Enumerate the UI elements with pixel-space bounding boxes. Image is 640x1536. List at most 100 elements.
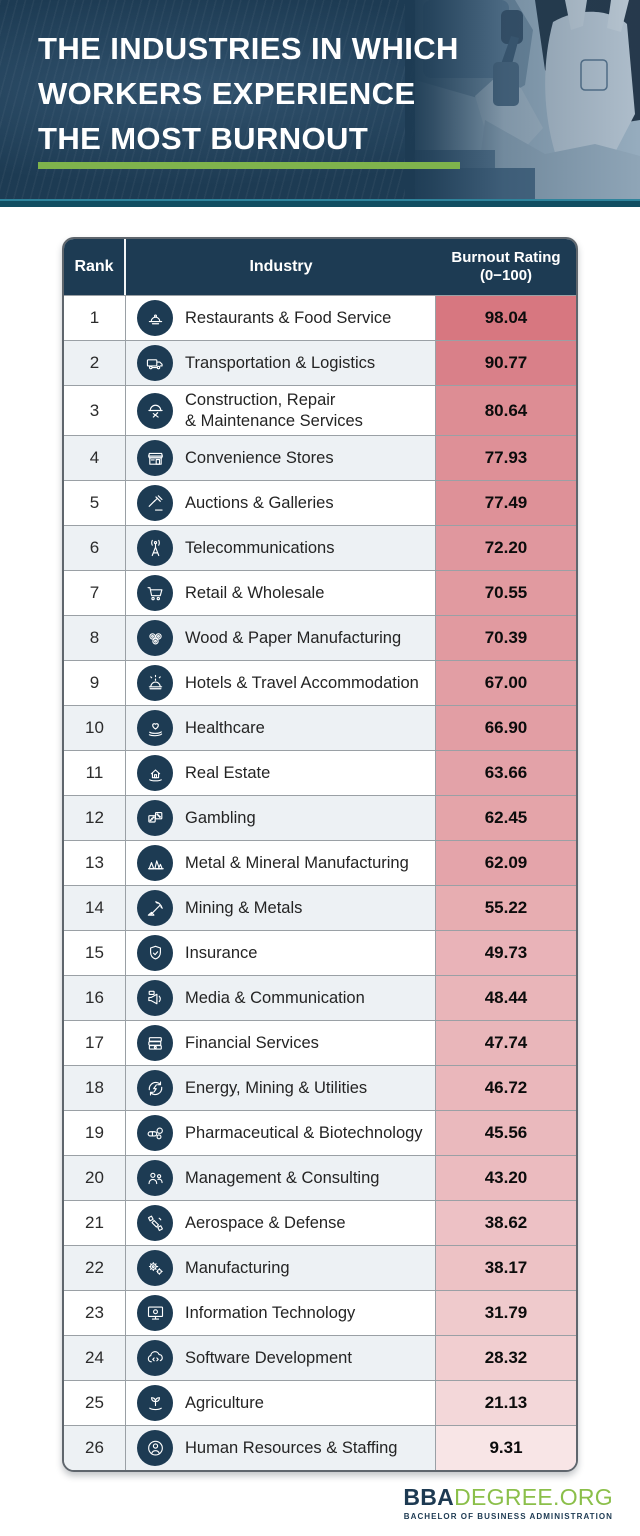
table-row: 5 Auctions & Galleries 77.49 (64, 480, 576, 526)
table-header-row: Rank Industry Burnout Rating (0−100) (64, 239, 576, 295)
rank-cell: 21 (64, 1200, 126, 1246)
table-row: 3 Construction, Repair & Maintenance Ser… (64, 385, 576, 436)
industry-label: Telecommunications (185, 538, 335, 557)
rating-cell: 72.20 (436, 525, 576, 571)
pills-icon (137, 1115, 173, 1152)
gears-icon (137, 1250, 173, 1287)
rating-header-line-1: Burnout Rating (451, 249, 561, 266)
rank-cell: 25 (64, 1380, 126, 1426)
rating-cell: 67.00 (436, 660, 576, 706)
table-row: 20 Management & Consulting 43.20 (64, 1155, 576, 1201)
industry-label: Financial Services (185, 1033, 319, 1052)
rank-cell: 23 (64, 1290, 126, 1336)
rank-cell: 24 (64, 1335, 126, 1381)
food-service-icon (137, 300, 173, 336)
rank-cell: 22 (64, 1245, 126, 1291)
industry-cell: Restaurants & Food Service (126, 295, 436, 340)
rating-cell: 45.56 (436, 1110, 576, 1156)
rank-cell: 2 (64, 340, 126, 385)
rank-cell: 12 (64, 795, 126, 841)
table-row: 18 Energy, Mining & Utilities 46.72 (64, 1065, 576, 1111)
rank-cell: 11 (64, 750, 126, 796)
industry-label: Manufacturing (185, 1258, 290, 1277)
industry-cell: Healthcare (126, 705, 436, 751)
pickaxe-icon (137, 890, 173, 927)
table-row: 10 Healthcare 66.90 (64, 705, 576, 751)
header-banner: THE INDUSTRIES IN WHICH WORKERS EXPERIEN… (0, 0, 640, 199)
industry-cell: Metal & Mineral Manufacturing (126, 840, 436, 886)
industry-label: Retail & Wholesale (185, 583, 325, 602)
rank-column-header: Rank (64, 239, 126, 295)
industry-label: Media & Communication (185, 988, 365, 1007)
industry-cell: Gambling (126, 795, 436, 841)
rating-cell: 9.31 (436, 1425, 576, 1471)
satellite-icon (137, 1205, 173, 1242)
industry-cell: Hotels & Travel Accommodation (126, 660, 436, 706)
industry-cell: Media & Communication (126, 975, 436, 1021)
table-row: 15 Insurance 49.73 (64, 930, 576, 976)
rank-cell: 3 (64, 385, 126, 436)
industry-column-header: Industry (249, 258, 313, 275)
industry-cell: Wood & Paper Manufacturing (126, 615, 436, 661)
industry-label: Construction, Repair & Maintenance Servi… (185, 391, 363, 430)
dice-icon (137, 800, 173, 837)
industry-label: Hotels & Travel Accommodation (185, 673, 419, 692)
industry-label: Restaurants & Food Service (185, 308, 392, 327)
rating-cell: 47.74 (436, 1020, 576, 1066)
industry-label: Auctions & Galleries (185, 493, 334, 512)
rank-cell: 9 (64, 660, 126, 706)
monitor-gear-icon (137, 1295, 173, 1332)
table-row: 7 Retail & Wholesale 70.55 (64, 570, 576, 616)
industry-label: Metal & Mineral Manufacturing (185, 853, 409, 872)
service-bell-icon (137, 665, 173, 702)
table-row: 12 Gambling 62.45 (64, 795, 576, 841)
rank-cell: 6 (64, 525, 126, 571)
rating-cell: 48.44 (436, 975, 576, 1021)
page-title-line-1: THE INDUSTRIES IN WHICH (38, 31, 459, 66)
rank-cell: 17 (64, 1020, 126, 1066)
rating-cell: 77.49 (436, 480, 576, 526)
house-hand-icon (137, 755, 173, 792)
table-row: 1 Restaurants & Food Service 98.04 (64, 295, 576, 340)
industry-label: Mining & Metals (185, 898, 303, 917)
burnout-table: Rank Industry Burnout Rating (0−100) 1 R… (62, 237, 578, 1473)
table-row: 21 Aerospace & Defense 38.62 (64, 1200, 576, 1246)
industry-label: Human Resources & Staffing (185, 1438, 398, 1457)
table-row: 4 Convenience Stores 77.93 (64, 435, 576, 481)
table-row: 8 Wood & Paper Manufacturing 70.39 (64, 615, 576, 661)
brand-bba: BBA (403, 1484, 455, 1510)
rating-column-header: Burnout Rating (0−100) (436, 239, 576, 295)
shield-check-icon (137, 935, 173, 972)
people-group-icon (137, 1160, 173, 1197)
rating-cell: 31.79 (436, 1290, 576, 1336)
antenna-tower-icon (137, 530, 173, 567)
rank-cell: 18 (64, 1065, 126, 1111)
industry-cell: Manufacturing (126, 1245, 436, 1291)
page-title: THE INDUSTRIES IN WHICH WORKERS EXPERIEN… (38, 26, 459, 161)
rank-cell: 13 (64, 840, 126, 886)
rank-cell: 7 (64, 570, 126, 616)
industry-cell: Financial Services (126, 1020, 436, 1066)
rating-cell: 38.17 (436, 1245, 576, 1291)
industry-label: Gambling (185, 808, 256, 827)
truck-icon (137, 345, 173, 381)
rating-header-line-2: (0−100) (479, 267, 533, 284)
rating-cell: 63.66 (436, 750, 576, 796)
plant-hand-icon (137, 1385, 173, 1422)
industry-label: Insurance (185, 943, 258, 962)
industry-cell: Management & Consulting (126, 1155, 436, 1201)
table-row: 26 Human Resources & Staffing 9.31 (64, 1425, 576, 1471)
rank-cell: 14 (64, 885, 126, 931)
shopping-cart-icon (137, 575, 173, 612)
rating-cell: 28.32 (436, 1335, 576, 1381)
rating-cell: 46.72 (436, 1065, 576, 1111)
rank-cell: 15 (64, 930, 126, 976)
rank-cell: 26 (64, 1425, 126, 1471)
brand-degree-org: DEGREE.ORG (454, 1484, 613, 1510)
table-row: 13 Metal & Mineral Manufacturing 62.09 (64, 840, 576, 886)
construction-helmet-icon (137, 392, 173, 429)
industry-cell: Insurance (126, 930, 436, 976)
table-row: 16 Media & Communication 48.44 (64, 975, 576, 1021)
rank-cell: 16 (64, 975, 126, 1021)
industry-label: Convenience Stores (185, 448, 334, 467)
